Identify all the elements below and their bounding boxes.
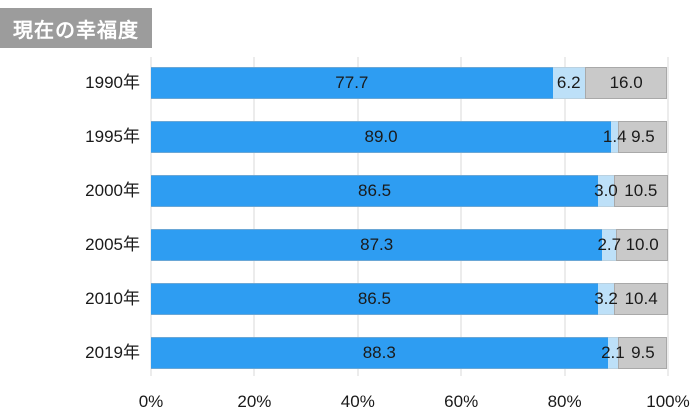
bar-segment-gray: 10.5 [613,175,668,207]
bar-segment-gray: 16.0 [584,67,668,99]
bar-segment-lightblue: 2.1 [601,337,625,369]
plot-area [150,57,669,376]
category-label: 2005年 [85,235,140,254]
stacked-bar: 87.3 2.7 10.0 [151,229,668,261]
bar-value: 87.3 [360,235,394,254]
category-label: 2000年 [85,181,140,200]
category-label: 1995年 [85,127,140,146]
bar-value: 88.3 [362,343,396,362]
bar-value: 3.2 [594,289,618,308]
stacked-bar: 77.7 6.2 16.0 [151,67,668,99]
bar-segment-blue: 88.3 [151,337,608,369]
x-tick-label: 20% [237,392,272,411]
bar-value: 10.0 [625,235,659,254]
gridline [564,57,566,376]
gridline [460,57,462,376]
stacked-bar: 88.3 2.1 9.5 [151,337,668,369]
stacked-bar: 86.5 3.0 10.5 [151,175,668,207]
category-label: 1990年 [85,73,140,92]
bar-value: 6.2 [556,73,581,92]
bar-value: 86.5 [357,289,391,308]
bar-row: 1995年 89.0 1.4 9.5 [0,121,700,153]
bar-segment-gray: 10.4 [614,283,668,315]
x-tick-label: 40% [340,392,375,411]
bar-segment-gray: 10.0 [616,229,668,261]
bar-segment-blue: 86.5 [151,175,599,207]
category-label: 2010年 [85,289,140,308]
bar-segment-gray: 9.5 [618,337,668,369]
x-tick-label: 80% [547,392,582,411]
bar-value: 77.7 [335,73,369,92]
bar-value: 10.5 [624,181,658,200]
chart-title: 現在の幸福度 [13,19,139,42]
bar-value: 2.7 [597,235,622,254]
bar-segment-lightblue: 1.4 [603,121,627,153]
bar-value: 86.5 [358,181,392,200]
chart-title-box: 現在の幸福度 [0,8,152,48]
bar-row: 2000年 86.5 3.0 10.5 [0,175,700,207]
bar-segment-gray: 9.5 [618,121,668,153]
bar-row: 2005年 87.3 2.7 10.0 [0,229,700,261]
bar-segment-blue: 89.0 [151,121,612,153]
bar-row: 2010年 86.5 3.2 10.4 [0,283,700,315]
x-tick-label: 100% [646,392,690,411]
stacked-bar: 89.0 1.4 9.5 [151,121,668,153]
bar-value: 9.5 [631,127,655,146]
bar-segment-blue: 86.5 [151,283,598,315]
bar-value: 10.4 [624,289,658,308]
bar-value: 1.4 [602,127,627,146]
bar-value: 16.0 [609,73,643,92]
bar-value: 3.0 [594,181,618,200]
bar-row: 1990年 77.7 6.2 16.0 [0,67,700,99]
stacked-bar: 86.5 3.2 10.4 [151,283,668,315]
bar-segment-lightblue: 3.0 [594,175,618,207]
bar-segment-lightblue: 2.7 [597,229,621,261]
gridline [667,57,669,376]
gridline [253,57,255,376]
bar-value: 2.1 [601,343,625,362]
bar-row: 2019年 88.3 2.1 9.5 [0,337,700,369]
x-tick-label: 60% [444,392,479,411]
gridline [150,57,152,376]
bar-segment-blue: 77.7 [151,67,553,99]
category-label: 2019年 [85,343,140,362]
x-axis: 0% 20% 40% 60% 80% 100% [139,391,690,413]
gridline [357,57,359,376]
bar-segment-lightblue: 3.2 [594,283,618,315]
bar-value: 9.5 [631,343,655,362]
x-tick-label: 0% [138,392,164,411]
bar-segment-blue: 87.3 [151,229,603,261]
bar-value: 89.0 [364,127,398,146]
bar-segment-lightblue: 6.2 [552,67,585,99]
